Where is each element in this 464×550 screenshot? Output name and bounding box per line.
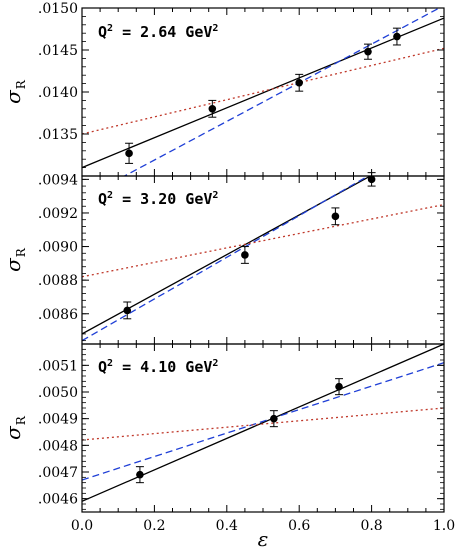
y-axis-label: σR <box>1 79 28 104</box>
x-axis-label: ε <box>258 527 269 550</box>
x-tick-label: 0.2 <box>143 518 165 534</box>
fit-line-dashed <box>82 176 370 342</box>
x-tick-label: 0.6 <box>288 518 310 534</box>
q2-label: Q2 = 4.10 GeV2 <box>98 358 218 376</box>
y-tick-label: .0050 <box>38 385 78 401</box>
q2-label: Q2 = 2.64 GeV2 <box>98 23 218 41</box>
panel-1: .0135 .0140 .0145 .0150 Q2 = 2.64 GeV2 σR <box>1 1 445 177</box>
x-tick-label: 1.0 <box>433 518 455 534</box>
y-tick-label: .0048 <box>38 438 78 454</box>
y-tick-label: .0090 <box>38 240 78 256</box>
fit-line-solid <box>82 17 444 169</box>
y-tick-label: .0094 <box>38 172 78 188</box>
data-point <box>331 212 340 221</box>
fit-line-solid <box>82 176 372 335</box>
y-tick-label: .0135 <box>38 127 78 143</box>
y-tick-label: .0150 <box>38 1 78 17</box>
y-tick-label: .0086 <box>38 307 78 323</box>
x-tick-label: 0.4 <box>216 518 238 534</box>
fit-line-dashed <box>123 8 441 176</box>
y-axis-label: σR <box>1 415 28 440</box>
data-point <box>364 47 372 56</box>
data-point <box>241 251 249 259</box>
data-point <box>335 382 343 391</box>
data-point <box>393 32 401 41</box>
data-point <box>208 105 217 113</box>
fit-line-dotted <box>82 47 444 135</box>
panel-3: .0046 .0047 .0048 .0049 .0050 .0051 Q2 = 4.10… <box>1 343 455 550</box>
data-point <box>136 470 144 479</box>
y-tick-label: .0049 <box>38 412 78 428</box>
y-tick-label: .0047 <box>38 465 78 481</box>
fit-line-dotted <box>82 407 444 441</box>
panel-2: .0086 .0088 .0090 .0092 .0094 Q2 = 3.20 GeV2… <box>1 172 445 345</box>
q2-label: Q2 = 3.20 GeV2 <box>98 190 218 208</box>
x-tick-label: 0.0 <box>71 518 93 534</box>
y-tick-label: .0051 <box>38 358 78 374</box>
fit-line-dashed <box>82 362 444 481</box>
data-point <box>125 149 133 158</box>
y-tick-label: .0092 <box>38 206 78 222</box>
data-point <box>295 78 304 87</box>
y-tick-label: .0140 <box>38 85 78 101</box>
x-tick-label: 0.8 <box>360 518 382 534</box>
data-point <box>270 414 278 423</box>
y-axis-label: σR <box>1 247 28 272</box>
y-tick-label: .0046 <box>38 492 78 508</box>
y-tick-label: .0145 <box>38 43 78 59</box>
y-tick-label: .0088 <box>38 273 78 289</box>
fit-line-dotted <box>82 203 444 278</box>
data-point <box>123 306 132 315</box>
